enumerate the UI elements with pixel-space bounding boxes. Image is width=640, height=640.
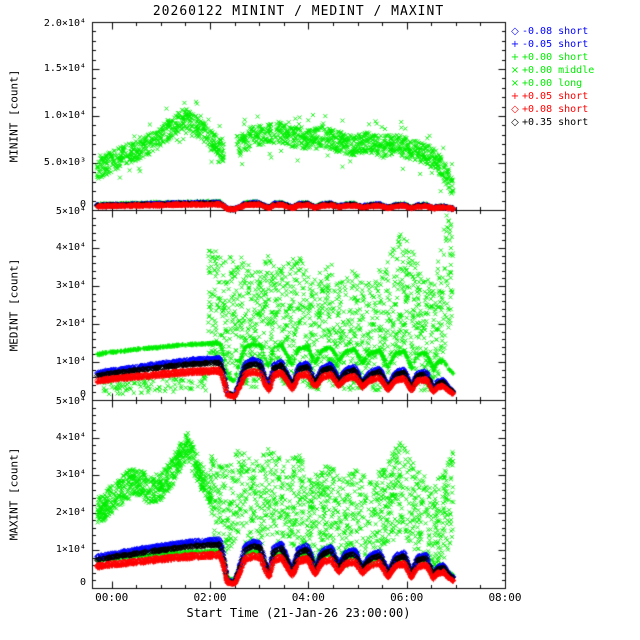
diamond-icon: ◇ <box>511 26 519 37</box>
legend-item: + -0.05 short <box>508 39 588 51</box>
plus-icon: + <box>510 39 520 50</box>
y-tick-label: 0 <box>79 389 86 400</box>
x-tick-label: 02:00 <box>193 591 227 604</box>
x-tick-label: 04:00 <box>291 591 325 604</box>
legend-item: ◇ +0.35 short <box>508 117 588 129</box>
y-tick-label: 5×10⁴ <box>55 206 86 217</box>
y-tick-label: 4×10⁴ <box>55 431 86 443</box>
legend-label: -0.05 short <box>522 39 589 50</box>
y-tick-label: 0 <box>79 199 86 210</box>
legend-label: +0.00 long <box>522 78 583 89</box>
x-tick-label: 08:00 <box>488 591 522 604</box>
plus-icon: + <box>510 91 520 102</box>
legend-item: ◇ +0.08 short <box>508 104 588 116</box>
legend-label: +0.35 short <box>522 117 589 128</box>
y-axis-label-minint: MININT [count] <box>7 69 21 163</box>
y-tick-label: 4×10⁴ <box>55 242 86 253</box>
y-tick-label: 1×10⁴ <box>55 356 86 367</box>
legend-item: + +0.00 short <box>508 52 588 64</box>
legend-label: +0.00 middle <box>522 65 595 76</box>
chart-title: 20260122 MININT / MEDINT / MAXINT <box>152 4 445 19</box>
x-tick-label: 00:00 <box>95 591 129 604</box>
cross-icon: × <box>510 65 520 76</box>
legend-label: +0.05 short <box>522 91 589 102</box>
y-tick-label: 0 <box>79 577 86 588</box>
y-tick-label: 1.0×10⁴ <box>43 110 86 121</box>
legend-item: × +0.00 middle <box>508 65 594 77</box>
y-tick-label: 2.0×10⁴ <box>43 18 86 29</box>
y-tick-label: 3×10⁴ <box>55 469 86 481</box>
plus-icon: + <box>510 52 520 63</box>
y-tick-label: 2×10⁴ <box>55 506 86 518</box>
y-tick-label: 5×10⁴ <box>55 396 86 407</box>
y-tick-label: 2×10⁴ <box>55 318 86 329</box>
legend-label: +0.00 short <box>522 52 589 63</box>
x-tick-label: 06:00 <box>390 591 424 604</box>
y-axis-label-maxint: MAXINT [count] <box>7 447 21 541</box>
diamond-icon: ◇ <box>511 117 519 128</box>
x-axis-label: Start Time (21-Jan-26 23:00:00) <box>186 606 411 620</box>
cross-icon: × <box>510 78 520 89</box>
legend-label: -0.08 short <box>522 26 589 37</box>
y-tick-label: 5.0×10³ <box>43 157 86 168</box>
diamond-icon: ◇ <box>511 104 519 115</box>
legend-item: + +0.05 short <box>508 91 588 103</box>
y-tick-label: 3×10⁴ <box>55 280 86 291</box>
legend-item: ◇ -0.08 short <box>508 26 588 38</box>
y-axis-label-medint: MEDINT [count] <box>7 258 21 352</box>
y-tick-label: 1.5×10⁴ <box>43 63 86 74</box>
y-tick-label: 1×10⁴ <box>55 544 86 556</box>
legend-item: × +0.00 long <box>508 78 582 90</box>
legend-label: +0.08 short <box>522 104 589 115</box>
